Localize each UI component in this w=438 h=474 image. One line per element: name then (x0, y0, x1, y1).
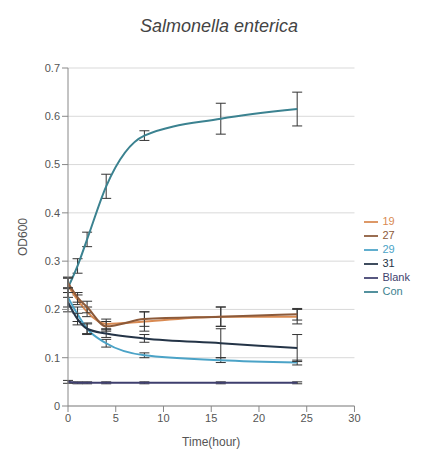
html-text:29: 29 (382, 242, 395, 255)
svg-text:0.7: 0.7 (45, 62, 60, 74)
svg-text:Time(hour): Time(hour) (182, 435, 240, 449)
svg-text:0: 0 (54, 400, 60, 412)
svg-text:0.1: 0.1 (45, 352, 60, 364)
svg-text:0.6: 0.6 (45, 110, 60, 122)
svg-text:0.2: 0.2 (45, 303, 60, 315)
html-text:Blank: Blank (382, 271, 410, 284)
svg-text:0: 0 (65, 412, 71, 424)
svg-text:OD600: OD600 (16, 218, 30, 256)
svg-text:0.4: 0.4 (45, 207, 60, 219)
html-text:Con: Con (382, 285, 403, 298)
svg-text:15: 15 (205, 412, 217, 424)
svg-text:30: 30 (348, 412, 360, 424)
svg-text:5: 5 (113, 412, 119, 424)
html-text:31: 31 (382, 257, 395, 269)
svg-text:0.3: 0.3 (45, 255, 60, 267)
html-text:Salmonella enterica: Salmonella enterica (140, 16, 298, 36)
html-text:27: 27 (382, 228, 395, 241)
svg-text:10: 10 (157, 412, 169, 424)
svg-text:20: 20 (253, 412, 265, 424)
html-text:19: 19 (382, 214, 395, 227)
svg-text:0.5: 0.5 (45, 158, 60, 170)
svg-text:25: 25 (301, 412, 313, 424)
